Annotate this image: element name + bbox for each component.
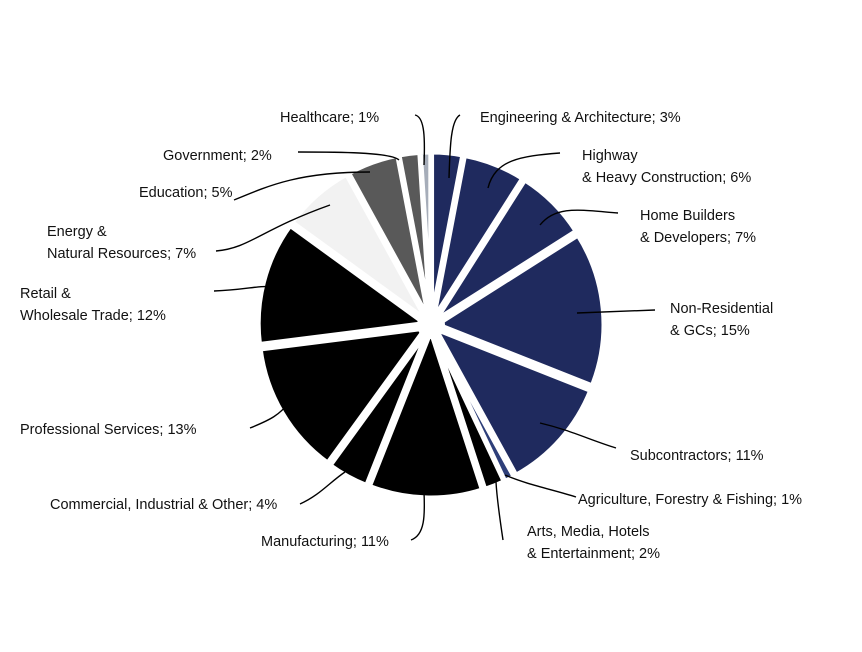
pie-slice-manufacturing [366, 323, 486, 501]
slice-label-line: Home Builders [640, 208, 735, 224]
pie-slice-healthcare [417, 149, 434, 320]
slice-label-line: Commercial, Industrial & Other; 4% [50, 497, 277, 513]
slice-label: Energy & Natural Resources; 7% [47, 224, 196, 262]
pie-slice-retail-wholesale-trade [255, 221, 432, 348]
slice-label-line: Agriculture, Forestry & Fishing; 1% [578, 492, 802, 508]
leader-line [539, 422, 617, 449]
slice-label: Healthcare; 1% [280, 110, 379, 126]
leader-line [414, 114, 426, 166]
leader-line [215, 204, 331, 252]
leader-line [539, 209, 619, 226]
leader-line [299, 471, 346, 505]
leader-lines [213, 114, 656, 541]
leader-line [213, 285, 271, 292]
leader-line [249, 400, 291, 429]
slice-label-line: & Heavy Construction; 6% [582, 170, 751, 186]
slice-label: Agriculture, Forestry & Fishing; 1% [578, 492, 802, 508]
leader-line [576, 309, 656, 314]
slice-label: Subcontractors; 11% [630, 448, 764, 464]
slice-label-line: Healthcare; 1% [280, 110, 379, 126]
slice-label-line: Professional Services; 13% [20, 422, 197, 438]
slice-label-line: Subcontractors; 11% [630, 448, 764, 464]
slice-label-line: Non-Residential [670, 301, 773, 317]
leader-line [297, 151, 400, 161]
leader-line [504, 474, 577, 498]
slice-label-line: Retail & [20, 286, 71, 302]
slice-label: Home Builders & Developers; 7% [640, 208, 756, 246]
pie-slice-professional-services [257, 324, 432, 467]
slice-label-line: Government; 2% [163, 148, 272, 164]
slice-label: Non-Residential & GCs; 15% [670, 301, 773, 339]
pie-center [417, 311, 445, 339]
slice-label: Engineering & Architecture; 3% [480, 110, 681, 126]
pie-slice-non-residential-gcs [431, 231, 607, 390]
slice-label-line: Arts, Media, Hotels [527, 524, 650, 540]
slice-labels: Engineering & Architecture; 3% Highway & H… [20, 110, 802, 562]
slice-label: Professional Services; 13% [20, 422, 197, 438]
slice-label: Commercial, Industrial & Other; 4% [50, 497, 277, 513]
leader-line [233, 171, 371, 201]
slice-label-line: Natural Resources; 7% [47, 246, 196, 262]
slice-label: Highway & Heavy Construction; 6% [582, 148, 751, 186]
leader-line [487, 152, 561, 189]
slice-label-line: Education; 5% [139, 185, 233, 201]
leader-line [495, 481, 504, 541]
slice-label: Manufacturing; 11% [261, 534, 389, 550]
slice-label-line: & GCs; 15% [670, 323, 750, 339]
pie-slice-subcontractors [429, 324, 595, 479]
leader-line [448, 114, 461, 179]
slice-label-line: Manufacturing; 11% [261, 534, 389, 550]
slice-label-line: Engineering & Architecture; 3% [480, 110, 681, 126]
slice-label: Government; 2% [163, 148, 272, 164]
pie-slice-commercial-industrial-other [326, 328, 431, 489]
pie-slice-home-builders-developers [433, 176, 580, 323]
leader-line [410, 491, 426, 541]
slice-label: Arts, Media, Hotels & Entertainment; 2% [527, 524, 660, 562]
slice-label-line: & Developers; 7% [640, 230, 756, 246]
slice-label-line: & Entertainment; 2% [527, 546, 660, 562]
pie-slices [255, 149, 607, 501]
slice-label: Retail & Wholesale Trade; 12% [20, 286, 166, 324]
slice-label-line: Energy & [47, 224, 107, 240]
slice-label-line: Highway [582, 148, 638, 164]
slice-label: Education; 5% [139, 185, 233, 201]
slice-label-line: Wholesale Trade; 12% [20, 308, 166, 324]
